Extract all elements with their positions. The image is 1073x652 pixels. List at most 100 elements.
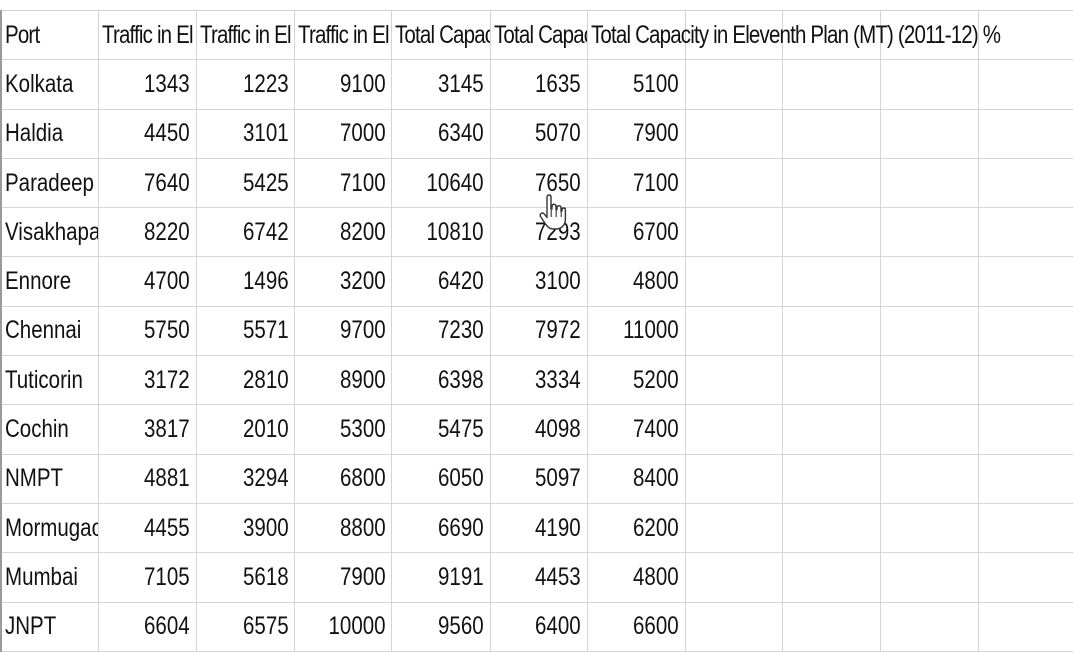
value-cell[interactable]: 4098 — [489, 404, 588, 455]
header-cell-port[interactable]: Port — [0, 9, 99, 61]
value-cell[interactable]: 3100 — [489, 256, 588, 307]
value-cell[interactable]: 4800 — [586, 552, 687, 603]
empty-cell[interactable] — [977, 502, 1073, 554]
header-cell-capacity-3[interactable]: Total Capacity in Eleventh Plan (MT) (20… — [586, 9, 1001, 61]
empty-cell[interactable] — [977, 552, 1073, 603]
value-cell[interactable]: 7100 — [586, 157, 687, 209]
empty-cell[interactable] — [977, 305, 1073, 357]
value-cell[interactable]: 6420 — [391, 256, 491, 307]
port-name-cell[interactable]: Ennore — [0, 256, 99, 307]
value-cell[interactable]: 7650 — [489, 157, 588, 209]
value-cell[interactable]: 7900 — [294, 552, 393, 603]
value-cell[interactable]: 7230 — [391, 305, 491, 357]
port-name-cell[interactable]: Cochin — [0, 404, 99, 455]
value-cell[interactable]: 1223 — [195, 59, 296, 110]
empty-cell[interactable] — [880, 256, 979, 307]
empty-cell[interactable] — [685, 552, 784, 603]
empty-cell[interactable] — [977, 9, 1073, 61]
value-cell[interactable]: 4700 — [97, 256, 197, 307]
empty-cell[interactable] — [782, 552, 882, 603]
empty-cell[interactable] — [880, 108, 979, 159]
empty-cell[interactable] — [880, 355, 979, 406]
value-cell[interactable]: 6050 — [391, 453, 491, 504]
header-cell-traffic-2[interactable]: Traffic in El — [195, 9, 296, 61]
header-cell-capacity-1[interactable]: Total Capac — [391, 9, 491, 61]
empty-cell[interactable] — [880, 9, 979, 61]
value-cell[interactable]: 5070 — [489, 108, 588, 159]
value-cell[interactable]: 9700 — [294, 305, 393, 357]
empty-cell[interactable] — [977, 256, 1073, 307]
value-cell[interactable]: 7400 — [586, 404, 687, 455]
port-name-cell[interactable]: Haldia — [0, 108, 99, 159]
empty-cell[interactable] — [782, 453, 882, 504]
value-cell[interactable]: 9560 — [391, 601, 491, 652]
value-cell[interactable]: 5200 — [586, 355, 687, 406]
empty-cell[interactable] — [977, 601, 1073, 652]
port-name-cell[interactable]: JNPT — [0, 601, 99, 652]
empty-cell[interactable] — [977, 355, 1073, 406]
value-cell[interactable]: 3294 — [195, 453, 296, 504]
empty-cell[interactable] — [880, 305, 979, 357]
value-cell[interactable]: 10810 — [391, 207, 491, 258]
empty-cell[interactable] — [880, 502, 979, 554]
port-name-cell[interactable]: Tuticorin — [0, 355, 99, 406]
empty-cell[interactable] — [782, 157, 882, 209]
value-cell[interactable]: 4190 — [489, 502, 588, 554]
value-cell[interactable]: 4800 — [586, 256, 687, 307]
value-cell[interactable]: 6575 — [195, 601, 296, 652]
value-cell[interactable]: 8400 — [586, 453, 687, 504]
port-name-cell[interactable]: Chennai — [0, 305, 99, 357]
value-cell[interactable]: 4450 — [97, 108, 197, 159]
value-cell[interactable]: 7105 — [97, 552, 197, 603]
port-name-cell[interactable]: Visakhapat — [0, 207, 99, 258]
value-cell[interactable]: 4455 — [97, 502, 197, 554]
value-cell[interactable]: 8200 — [294, 207, 393, 258]
value-cell[interactable]: 6340 — [391, 108, 491, 159]
empty-cell[interactable] — [685, 59, 784, 110]
value-cell[interactable]: 2010 — [195, 404, 296, 455]
empty-cell[interactable] — [880, 552, 979, 603]
value-cell[interactable]: 10640 — [391, 157, 491, 209]
value-cell[interactable]: 7100 — [294, 157, 393, 209]
port-name-cell[interactable]: Mumbai — [0, 552, 99, 603]
empty-cell[interactable] — [685, 9, 784, 61]
value-cell[interactable]: 1635 — [489, 59, 588, 110]
empty-cell[interactable] — [880, 207, 979, 258]
empty-cell[interactable] — [685, 108, 784, 159]
value-cell[interactable]: 8800 — [294, 502, 393, 554]
value-cell[interactable]: 7640 — [97, 157, 197, 209]
empty-cell[interactable] — [977, 59, 1073, 110]
value-cell[interactable]: 11000 — [586, 305, 687, 357]
empty-cell[interactable] — [880, 601, 979, 652]
header-cell-capacity-2[interactable]: Total Capac — [489, 9, 588, 61]
value-cell[interactable]: 5571 — [195, 305, 296, 357]
port-name-cell[interactable]: NMPT — [0, 453, 99, 504]
empty-cell[interactable] — [880, 404, 979, 455]
port-name-cell[interactable]: Kolkata — [0, 59, 99, 110]
empty-cell[interactable] — [685, 305, 784, 357]
empty-cell[interactable] — [977, 157, 1073, 209]
value-cell[interactable]: 3145 — [391, 59, 491, 110]
empty-cell[interactable] — [685, 207, 784, 258]
value-cell[interactable]: 6200 — [586, 502, 687, 554]
value-cell[interactable]: 6690 — [391, 502, 491, 554]
header-cell-traffic-3[interactable]: Traffic in El — [294, 9, 393, 61]
value-cell[interactable]: 1496 — [195, 256, 296, 307]
header-cell-traffic-1[interactable]: Traffic in El — [97, 9, 197, 61]
value-cell[interactable]: 10000 — [294, 601, 393, 652]
value-cell[interactable]: 5100 — [586, 59, 687, 110]
value-cell[interactable]: 2810 — [195, 355, 296, 406]
empty-cell[interactable] — [685, 453, 784, 504]
value-cell[interactable]: 5300 — [294, 404, 393, 455]
value-cell[interactable]: 6800 — [294, 453, 393, 504]
value-cell[interactable]: 7972 — [489, 305, 588, 357]
empty-cell[interactable] — [880, 453, 979, 504]
value-cell[interactable]: 9100 — [294, 59, 393, 110]
value-cell[interactable]: 6600 — [586, 601, 687, 652]
empty-cell[interactable] — [880, 59, 979, 110]
empty-cell[interactable] — [782, 404, 882, 455]
value-cell[interactable]: 3200 — [294, 256, 393, 307]
value-cell[interactable]: 3101 — [195, 108, 296, 159]
value-cell[interactable]: 6400 — [489, 601, 588, 652]
value-cell[interactable]: 3172 — [97, 355, 197, 406]
